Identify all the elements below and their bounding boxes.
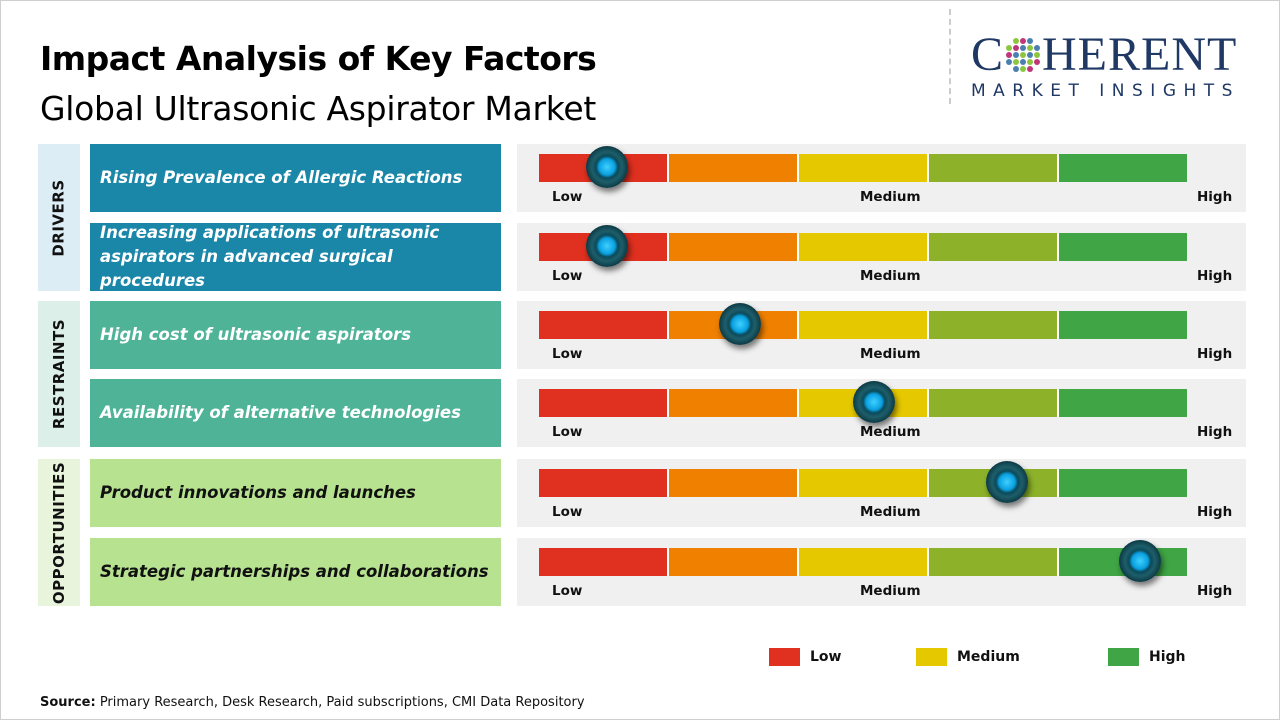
legend-low: Low bbox=[769, 648, 841, 666]
segment-low bbox=[539, 469, 669, 497]
impact-scale-bar bbox=[539, 389, 1187, 417]
segment-low_mid bbox=[669, 469, 799, 497]
scale-medium-label: Medium bbox=[860, 346, 921, 362]
segment-mid_high bbox=[929, 311, 1059, 339]
impact-gauge: Low Medium High bbox=[517, 301, 1246, 369]
segment-low bbox=[539, 548, 669, 576]
segment-mid_high bbox=[929, 233, 1059, 261]
scale-low-label: Low bbox=[552, 583, 583, 599]
scale-high-label: High bbox=[1197, 346, 1233, 362]
segment-high bbox=[1059, 389, 1187, 417]
impact-indicator-knob bbox=[1118, 540, 1161, 582]
scale-low-label: Low bbox=[552, 424, 583, 440]
impact-indicator-knob bbox=[586, 146, 629, 188]
globe-icon bbox=[1006, 38, 1041, 72]
impact-gauge: Low Medium High bbox=[517, 379, 1246, 447]
segment-low_mid bbox=[669, 548, 799, 576]
impact-scale-bar bbox=[539, 469, 1187, 497]
segment-medium bbox=[799, 233, 929, 261]
segment-high bbox=[1059, 233, 1187, 261]
category-restraints: RESTRAINTS bbox=[38, 301, 80, 447]
factor-label: High cost of ultrasonic aspirators bbox=[90, 301, 501, 369]
scale-medium-label: Medium bbox=[860, 504, 921, 520]
segment-mid_high bbox=[929, 154, 1059, 182]
segment-low_mid bbox=[669, 154, 799, 182]
segment-medium bbox=[799, 469, 929, 497]
impact-gauge: Low Medium High bbox=[517, 459, 1246, 527]
segment-high bbox=[1059, 469, 1187, 497]
scale-high-label: High bbox=[1197, 424, 1233, 440]
segment-medium bbox=[799, 548, 929, 576]
scale-medium-label: Medium bbox=[860, 424, 921, 440]
scale-medium-label: Medium bbox=[860, 189, 921, 205]
scale-high-label: High bbox=[1197, 583, 1233, 599]
scale-high-label: High bbox=[1197, 268, 1233, 284]
segment-high bbox=[1059, 154, 1187, 182]
segment-low bbox=[539, 389, 669, 417]
factor-label: Strategic partnerships and collaboration… bbox=[90, 538, 501, 606]
segment-mid_high bbox=[929, 389, 1059, 417]
page-title: Impact Analysis of Key Factors bbox=[40, 39, 597, 78]
legend-medium: Medium bbox=[916, 648, 1020, 666]
impact-scale-bar bbox=[539, 311, 1187, 339]
category-drivers: DRIVERS bbox=[38, 144, 80, 291]
coherent-logo: C HERENT MARKET INSIGHTS bbox=[971, 28, 1240, 102]
factor-label: Increasing applications of ultrasonic as… bbox=[90, 223, 501, 291]
impact-indicator-knob bbox=[586, 225, 629, 267]
factor-label: Availability of alternative technologies bbox=[90, 379, 501, 447]
source-note: Source: Primary Research, Desk Research,… bbox=[40, 695, 585, 710]
segment-medium bbox=[799, 154, 929, 182]
impact-gauge: Low Medium High bbox=[517, 223, 1246, 291]
impact-indicator-knob bbox=[718, 303, 761, 345]
page-subtitle: Global Ultrasonic Aspirator Market bbox=[40, 89, 597, 128]
scale-medium-label: Medium bbox=[860, 583, 921, 599]
impact-scale-bar bbox=[539, 154, 1187, 182]
scale-medium-label: Medium bbox=[860, 268, 921, 284]
impact-scale-bar bbox=[539, 548, 1187, 576]
impact-indicator-knob bbox=[853, 381, 896, 423]
segment-high bbox=[1059, 311, 1187, 339]
segment-low bbox=[539, 311, 669, 339]
scale-high-label: High bbox=[1197, 189, 1233, 205]
impact-scale-bar bbox=[539, 233, 1187, 261]
impact-indicator-knob bbox=[985, 461, 1028, 503]
factor-label: Product innovations and launches bbox=[90, 459, 501, 527]
segment-mid_high bbox=[929, 548, 1059, 576]
impact-gauge: Low Medium High bbox=[517, 538, 1246, 606]
scale-low-label: Low bbox=[552, 504, 583, 520]
impact-gauge: Low Medium High bbox=[517, 144, 1246, 212]
segment-medium bbox=[799, 311, 929, 339]
factor-label: Rising Prevalence of Allergic Reactions bbox=[90, 144, 501, 212]
scale-low-label: Low bbox=[552, 189, 583, 205]
divider bbox=[949, 9, 951, 104]
segment-low_mid bbox=[669, 233, 799, 261]
segment-low_mid bbox=[669, 389, 799, 417]
category-opportunities: OPPORTUNITIES bbox=[38, 459, 80, 606]
scale-high-label: High bbox=[1197, 504, 1233, 520]
legend-high: High bbox=[1108, 648, 1186, 666]
scale-low-label: Low bbox=[552, 268, 583, 284]
scale-low-label: Low bbox=[552, 346, 583, 362]
